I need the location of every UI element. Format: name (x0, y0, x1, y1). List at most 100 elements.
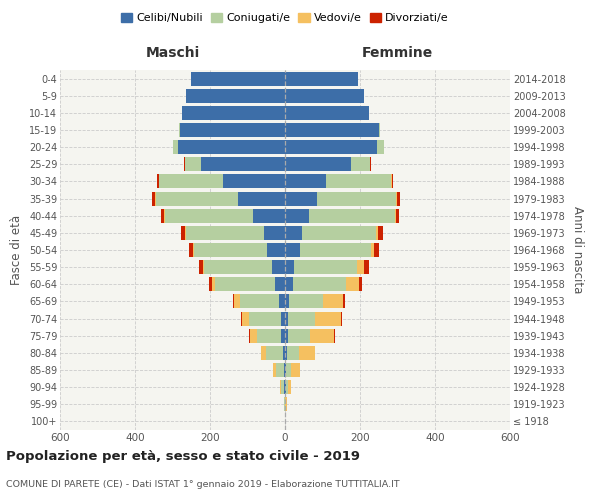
Bar (165, 208, 253, 222)
Bar (287, 346, 299, 360)
Bar (285, 140, 377, 154)
Bar (315, 312, 341, 326)
Bar (185, 226, 265, 240)
Bar (277, 363, 284, 377)
Bar (293, 278, 346, 291)
Bar (272, 260, 285, 274)
Bar (179, 123, 180, 137)
Bar (267, 243, 285, 257)
Bar (285, 363, 286, 377)
Bar (346, 278, 359, 291)
Bar (286, 380, 287, 394)
Bar (295, 260, 358, 274)
Bar (152, 192, 155, 205)
Bar (203, 260, 205, 274)
Bar (285, 208, 310, 222)
Bar (205, 260, 272, 274)
Bar (242, 312, 248, 326)
Bar (359, 278, 362, 291)
Bar (182, 106, 285, 120)
Bar (233, 294, 235, 308)
Bar (288, 328, 310, 342)
Bar (285, 158, 350, 172)
Legend: Celibi/Nubili, Coniugati/e, Vedovi/e, Divorziati/e: Celibi/Nubili, Coniugati/e, Vedovi/e, Di… (119, 11, 451, 26)
Bar (285, 294, 289, 308)
Bar (358, 260, 364, 274)
Bar (299, 346, 316, 360)
Bar (190, 243, 193, 257)
Bar (191, 72, 285, 86)
Bar (285, 380, 286, 394)
Bar (155, 192, 238, 205)
Bar (281, 380, 284, 394)
Bar (260, 346, 266, 360)
Bar (194, 243, 267, 257)
Bar (284, 363, 285, 377)
Bar (300, 243, 371, 257)
Bar (334, 328, 335, 342)
Bar (161, 208, 164, 222)
Bar (376, 226, 378, 240)
Bar (373, 243, 379, 257)
Bar (289, 294, 323, 308)
Bar (284, 398, 285, 411)
Bar (377, 140, 383, 154)
Bar (286, 363, 291, 377)
Bar (285, 88, 364, 102)
Bar (284, 380, 285, 394)
Bar (364, 260, 368, 274)
Bar (285, 278, 293, 291)
Bar (223, 174, 285, 188)
Bar (157, 174, 159, 188)
Bar (326, 174, 391, 188)
Text: Femmine: Femmine (362, 46, 433, 60)
Bar (178, 140, 285, 154)
Y-axis label: Fasce di età: Fasce di età (10, 215, 23, 285)
Bar (397, 192, 400, 205)
Bar (185, 158, 200, 172)
Bar (396, 208, 399, 222)
Bar (248, 312, 281, 326)
Bar (173, 140, 178, 154)
Bar (280, 294, 285, 308)
Bar (200, 158, 285, 172)
Bar (253, 208, 285, 222)
Bar (302, 226, 376, 240)
Bar (370, 158, 371, 172)
Bar (238, 192, 285, 205)
Text: Maschi: Maschi (145, 46, 200, 60)
Bar (285, 72, 358, 86)
Bar (350, 158, 370, 172)
Bar (274, 363, 277, 377)
Bar (199, 260, 203, 274)
Bar (241, 312, 242, 326)
Bar (184, 158, 185, 172)
Bar (285, 346, 287, 360)
Bar (285, 174, 326, 188)
Bar (257, 328, 281, 342)
Bar (286, 398, 287, 411)
Bar (275, 278, 285, 291)
Bar (323, 294, 343, 308)
Bar (392, 174, 394, 188)
Bar (395, 208, 396, 222)
Bar (288, 312, 315, 326)
Bar (265, 226, 285, 240)
Bar (281, 328, 285, 342)
Bar (285, 312, 288, 326)
Bar (181, 226, 185, 240)
Bar (317, 192, 397, 205)
Bar (371, 243, 373, 257)
Bar (379, 123, 380, 137)
Y-axis label: Anni di nascita: Anni di nascita (571, 206, 584, 294)
Bar (291, 363, 301, 377)
Bar (310, 328, 334, 342)
Bar (391, 174, 392, 188)
Bar (283, 346, 285, 360)
Bar (310, 208, 395, 222)
Bar (240, 294, 280, 308)
Bar (280, 380, 281, 394)
Bar (180, 123, 285, 137)
Bar (285, 226, 302, 240)
Bar (343, 294, 344, 308)
